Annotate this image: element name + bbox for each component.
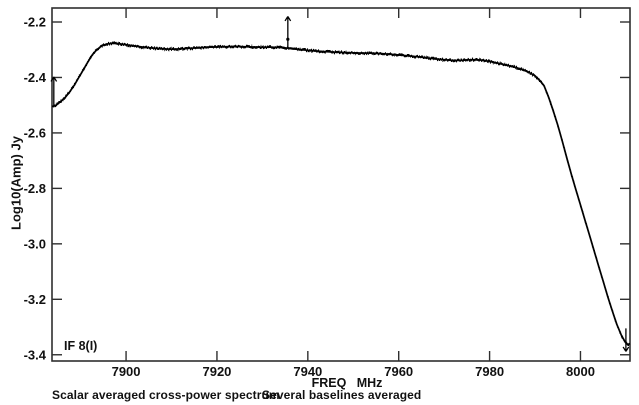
spectrum-curve xyxy=(51,42,631,346)
y-tick-label: -2.4 xyxy=(24,70,47,85)
spectrum-curve-scatter xyxy=(53,41,630,345)
y-tick-label: -3.0 xyxy=(24,236,46,251)
if-band-label: IF 8(I) xyxy=(64,339,98,353)
y-tick-label: -3.4 xyxy=(24,347,47,362)
x-tick-label: 7900 xyxy=(112,364,141,379)
caption-baselines-averaged: Several baselines averaged xyxy=(262,388,422,402)
y-tick-label: -3.2 xyxy=(24,292,46,307)
edge-arrow-up xyxy=(50,76,58,107)
rfi-spike-point xyxy=(286,37,290,41)
axes-frame xyxy=(51,7,631,362)
edge-arrow-down xyxy=(622,328,630,352)
x-axis-title: FREQ MHz xyxy=(311,376,383,390)
x-tick-label: 7960 xyxy=(384,364,413,379)
y-tick-label: -2.2 xyxy=(24,15,46,30)
x-tick-label: 7940 xyxy=(293,364,322,379)
spectrum-curve-points xyxy=(52,41,630,346)
y-axis-title: Log10(Amp) Jy xyxy=(8,136,24,230)
x-tick-label: 7920 xyxy=(202,364,231,379)
caption-spectrum-type: Scalar averaged cross-power spectrum xyxy=(52,388,280,402)
x-tick-label: 8000 xyxy=(566,364,595,379)
x-tick-label: 7980 xyxy=(475,364,504,379)
rfi-spike-marker xyxy=(284,16,292,49)
y-tick-label: -2.8 xyxy=(24,181,46,196)
y-tick-label: -2.6 xyxy=(24,125,46,140)
